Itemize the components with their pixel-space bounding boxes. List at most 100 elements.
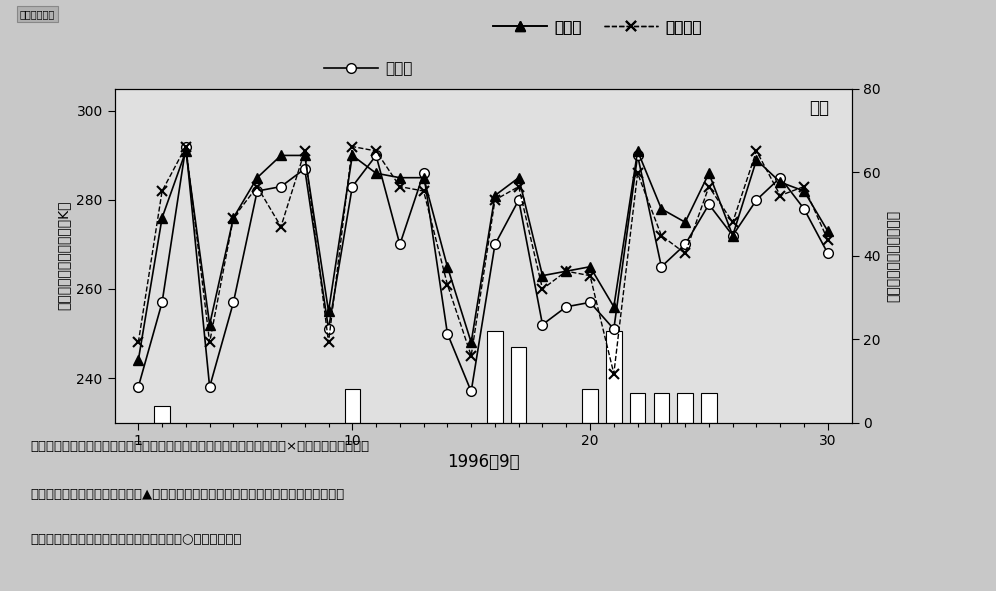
- 未補正値: [180, 143, 192, 150]
- 未補正値: [727, 219, 739, 226]
- 推定値: [751, 157, 763, 164]
- 未補正値: [822, 236, 834, 243]
- 未補正値: [323, 339, 335, 346]
- 観測値: [275, 183, 287, 190]
- 推定値: [584, 263, 596, 270]
- Bar: [583, 389, 598, 423]
- Bar: [607, 331, 622, 423]
- 未補正値: [156, 187, 168, 194]
- 観測値: [822, 250, 834, 257]
- 観測値: [393, 241, 405, 248]
- 観測値: [441, 330, 453, 337]
- 推定値: [227, 214, 239, 221]
- 推定値: [727, 232, 739, 239]
- Bar: [511, 348, 527, 423]
- Text: 函館: 函館: [810, 99, 830, 116]
- 観測値: [132, 384, 144, 391]
- 推定値: [393, 174, 405, 181]
- 未補正値: [417, 187, 429, 194]
- 推定値: [203, 321, 215, 328]
- 観測値: [251, 187, 263, 194]
- 観測値: [727, 232, 739, 239]
- 未補正値: [489, 196, 501, 203]
- 未補正値: [441, 281, 453, 288]
- 推定値: [132, 357, 144, 364]
- Legend: 観測値: 観測値: [318, 55, 419, 82]
- 推定値: [655, 205, 667, 212]
- 推定値: [703, 170, 715, 177]
- Bar: [154, 406, 169, 423]
- 観測値: [323, 326, 335, 333]
- Legend: 推定値, 未補正値: 推定値, 未補正値: [487, 14, 708, 41]
- 未補正値: [132, 339, 144, 346]
- 推定値: [180, 147, 192, 154]
- 推定値: [323, 308, 335, 315]
- 観測値: [631, 152, 643, 159]
- 観測値: [584, 299, 596, 306]
- Bar: [701, 394, 717, 423]
- 推定値: [513, 174, 525, 181]
- 推定値: [275, 152, 287, 159]
- 未補正値: [227, 214, 239, 221]
- 観測値: [679, 241, 691, 248]
- Bar: [629, 394, 645, 423]
- 観測値: [371, 152, 382, 159]
- 推定値: [774, 178, 786, 186]
- 観測値: [227, 299, 239, 306]
- 推定値: [798, 187, 810, 194]
- 推定値: [417, 174, 429, 181]
- 観測値: [655, 263, 667, 270]
- Bar: [677, 394, 693, 423]
- 未補正値: [655, 232, 667, 239]
- 未補正値: [465, 352, 477, 359]
- 推定値: [441, 263, 453, 270]
- 観測値: [798, 205, 810, 212]
- 推定値: [631, 147, 643, 154]
- Text: 図１　衛星データから求めた函館の昼間平均黒体放射温度の未補正値（×）及び室蘭の観測値: 図１ 衛星データから求めた函館の昼間平均黒体放射温度の未補正値（×）及び室蘭の観…: [30, 440, 369, 453]
- Bar: [653, 394, 669, 423]
- 未補正値: [203, 339, 215, 346]
- 観測値: [703, 201, 715, 208]
- 未補正値: [275, 223, 287, 230]
- 推定値: [679, 219, 691, 226]
- X-axis label: 1996年9月: 1996年9月: [447, 453, 519, 470]
- 未補正値: [584, 272, 596, 279]
- 観測値: [774, 174, 786, 181]
- 推定値: [251, 174, 263, 181]
- 推定値: [299, 152, 311, 159]
- 観測値: [537, 321, 549, 328]
- 推定値: [156, 214, 168, 221]
- 推定値: [537, 272, 549, 279]
- 未補正値: [371, 147, 382, 154]
- 未補正値: [608, 370, 620, 377]
- 推定値: [489, 192, 501, 199]
- 観測値: [156, 299, 168, 306]
- 未補正値: [679, 250, 691, 257]
- 観測値: [489, 241, 501, 248]
- 観測値: [561, 303, 573, 310]
- 未補正値: [393, 183, 405, 190]
- Line: 観測値: 観測値: [133, 142, 833, 396]
- 観測値: [203, 384, 215, 391]
- Bar: [487, 331, 503, 423]
- 未補正値: [798, 183, 810, 190]
- 推定値: [465, 339, 477, 346]
- 観測値: [347, 183, 359, 190]
- 観測値: [465, 388, 477, 395]
- 未補正値: [751, 147, 763, 154]
- 観測値: [608, 326, 620, 333]
- 推定値: [347, 152, 359, 159]
- Line: 未補正値: 未補正値: [133, 142, 833, 378]
- Text: 具体的データ: 具体的データ: [20, 9, 55, 19]
- 観測値: [299, 165, 311, 173]
- 推定値: [822, 228, 834, 235]
- 未補正値: [703, 183, 715, 190]
- Text: で補正した放射温度の推定値（▲）の毎日の変化と、函館の日射量実測値から求めた大: で補正した放射温度の推定値（▲）の毎日の変化と、函館の日射量実測値から求めた大: [30, 488, 345, 501]
- 未補正値: [774, 192, 786, 199]
- Y-axis label: 地表面／大気上端（％）: 地表面／大気上端（％）: [886, 210, 900, 301]
- 推定値: [371, 170, 382, 177]
- 推定値: [561, 268, 573, 275]
- Y-axis label: 昼間平均黒体放射温度（K）: 昼間平均黒体放射温度（K）: [57, 201, 71, 310]
- Bar: [345, 389, 360, 423]
- 未補正値: [561, 268, 573, 275]
